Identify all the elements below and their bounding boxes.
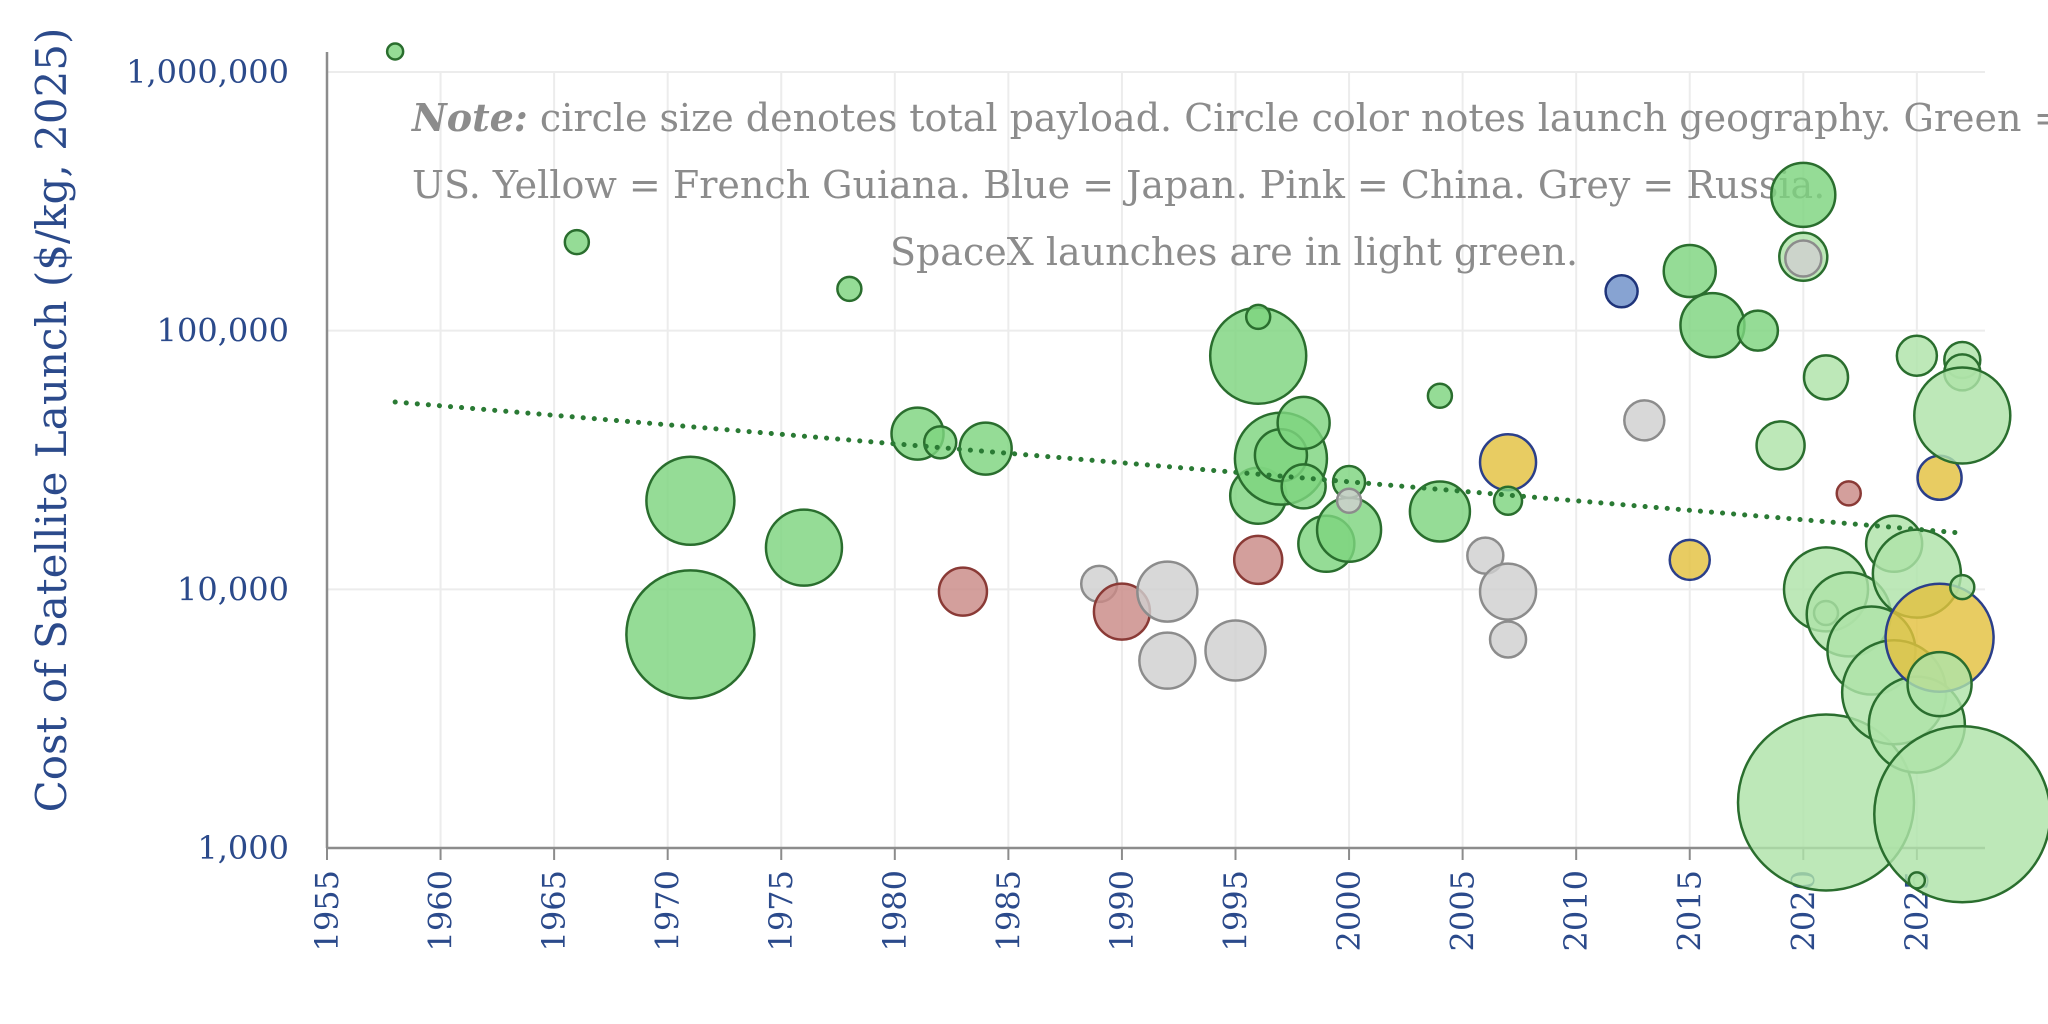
- launch-bubble: [1755, 420, 1806, 471]
- y-tick-label: 10,000: [177, 570, 289, 608]
- x-tick-labels: 1955 1960 1965 1970 1975 1980 1985 1990 1995 2000…: [308, 870, 1936, 951]
- x-tick-label: 1990: [1103, 870, 1141, 951]
- x-tick-label: 1960: [422, 870, 460, 951]
- launch-bubble: [1488, 620, 1528, 659]
- y-tick-label: 1,000: [197, 829, 289, 867]
- note-line-1-text: circle size denotes total payload. Circl…: [528, 96, 2048, 140]
- launch-bubble: [1426, 382, 1454, 410]
- x-tick-label: 2005: [1444, 870, 1482, 951]
- x-tick-label: 1985: [989, 870, 1027, 951]
- x-tick-label: 1975: [762, 870, 800, 951]
- launch-bubble: [1280, 463, 1327, 510]
- launch-bubble: [1662, 243, 1717, 299]
- launch-bubble: [1623, 399, 1666, 442]
- launch-bubble: [1668, 538, 1711, 582]
- launch-bubble: [645, 455, 736, 547]
- launch-bubble: [563, 228, 591, 256]
- note-line-1: Note: circle size denotes total payload.…: [411, 95, 2048, 140]
- launch-bubble: [625, 569, 756, 700]
- launch-bubble: [836, 275, 863, 303]
- x-tick-label: 1970: [649, 870, 687, 951]
- x-tick-label: 2000: [1330, 870, 1368, 951]
- launch-bubble: [1478, 432, 1538, 492]
- trend-line: [392, 399, 1965, 536]
- launch-bubble: [1895, 334, 1939, 377]
- launch-bubble: [764, 508, 844, 587]
- launch-bubble: [922, 425, 958, 460]
- chart-note: Note: circle size denotes total payload.…: [411, 95, 2048, 274]
- launch-bubble: [1802, 354, 1850, 401]
- launch-bubble: [1136, 560, 1199, 623]
- axes: [325, 52, 1985, 860]
- launch-bubble: [1770, 161, 1837, 229]
- launch-bubble: [1913, 366, 2012, 465]
- x-tick-label: 1955: [308, 870, 346, 951]
- note-bold-label: Note:: [411, 95, 528, 140]
- x-tick-label: 2015: [1671, 870, 1709, 951]
- launch-bubble: [1478, 562, 1538, 621]
- y-tick-labels: 1,000 10,000 100,000 1,000,000: [126, 53, 289, 867]
- x-tick-label: 1980: [876, 870, 914, 951]
- x-tick-label: 1965: [535, 870, 573, 951]
- launch-bubble: [1906, 650, 1973, 718]
- note-line-3: SpaceX launches are in light green.: [890, 230, 1578, 274]
- y-tick-label: 1,000,000: [126, 53, 289, 91]
- launch-bubble: [385, 42, 405, 61]
- y-axis-label: Cost of Satellite Launch ($/kg, 2025): [27, 28, 76, 813]
- launch-bubble: [1492, 485, 1524, 517]
- launch-bubble: [1604, 274, 1639, 309]
- launch-bubble: [1244, 303, 1272, 331]
- y-tick-label: 100,000: [157, 312, 289, 350]
- launch-bubble: [1736, 309, 1780, 352]
- launch-bubble: [1276, 395, 1331, 451]
- note-line-2: US. Yellow = French Guiana. Blue = Japan…: [412, 163, 1825, 207]
- launch-bubble: [1907, 871, 1927, 890]
- launch-bubble: [937, 566, 989, 617]
- launch-bubble: [1679, 291, 1746, 359]
- launch-bubble: [1835, 480, 1862, 507]
- launch-bubble: [1873, 725, 2048, 904]
- launch-bubble: [958, 421, 1013, 476]
- launch-bubble: [1138, 631, 1197, 690]
- bubble-layer: [385, 42, 2048, 904]
- launch-bubble: [1949, 573, 1976, 601]
- x-tick-label: 1995: [1216, 870, 1254, 951]
- launch-bubble: [1232, 534, 1284, 586]
- launch-bubble: [1204, 619, 1267, 682]
- launch-bubble: [1335, 487, 1363, 515]
- x-tick-label: 2010: [1557, 870, 1595, 951]
- launch-bubble: [1408, 480, 1472, 543]
- launch-bubble: [1784, 239, 1823, 278]
